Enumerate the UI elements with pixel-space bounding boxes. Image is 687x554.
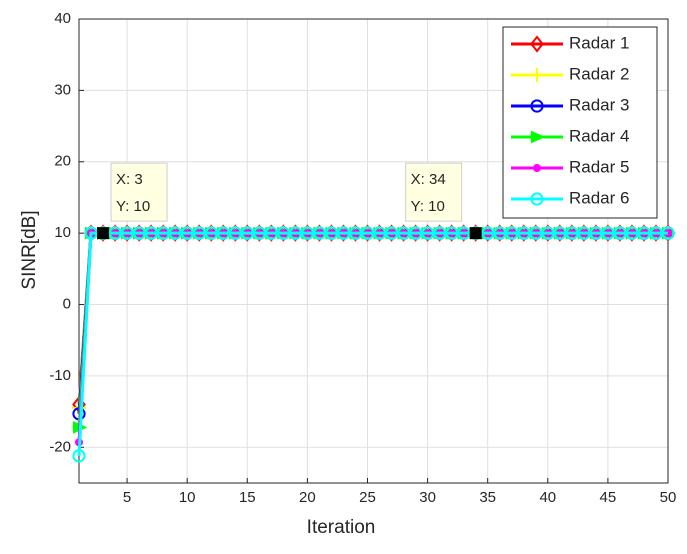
y-tick-label: 10 [54,224,71,241]
legend-label: Radar 4 [569,126,629,145]
data-tip-label: X: 3 [116,171,143,188]
y-axis-label: SINR[dB] [19,210,40,289]
x-tick-label: 10 [179,489,196,506]
x-tick-label: 40 [539,489,556,506]
x-axis-label: Iteration [307,517,376,538]
data-tip-label: Y: 10 [116,198,150,215]
legend-label: Radar 6 [569,188,629,207]
marker [530,99,544,113]
y-tick-label: 30 [54,81,71,98]
marker [530,68,544,82]
x-tick-label: 15 [239,489,256,506]
y-tick-label: 0 [63,296,71,313]
x-tick-label: 30 [419,489,436,506]
axes-box [78,18,669,484]
legend-label: Radar 2 [569,64,629,83]
legend-label: Radar 1 [569,33,629,52]
x-tick-label: 50 [660,489,677,506]
x-tick-label: 20 [299,489,316,506]
data-tip-label: Y: 10 [411,198,445,215]
data-tip-point [469,227,482,240]
y-tick-label: -20 [49,438,71,455]
x-tick-label: 25 [359,489,376,506]
data-tip-point [97,227,110,240]
legend-label: Radar 3 [569,95,629,114]
data-tip-box [110,162,168,222]
marker [661,226,675,240]
marker [530,192,544,206]
y-tick-label: 40 [54,10,71,27]
data-tip-box [405,162,463,222]
y-tick-label: -10 [49,367,71,384]
legend-label: Radar 5 [569,157,629,176]
y-tick-label: 20 [54,153,71,170]
x-tick-label: 45 [600,489,617,506]
marker [533,164,541,172]
marker [530,35,544,53]
legend-box [502,26,658,219]
marker [530,130,546,144]
x-tick-label: 35 [479,489,496,506]
x-tick-label: 5 [123,489,131,506]
marker [72,449,86,463]
data-tip-label: X: 34 [411,171,446,188]
